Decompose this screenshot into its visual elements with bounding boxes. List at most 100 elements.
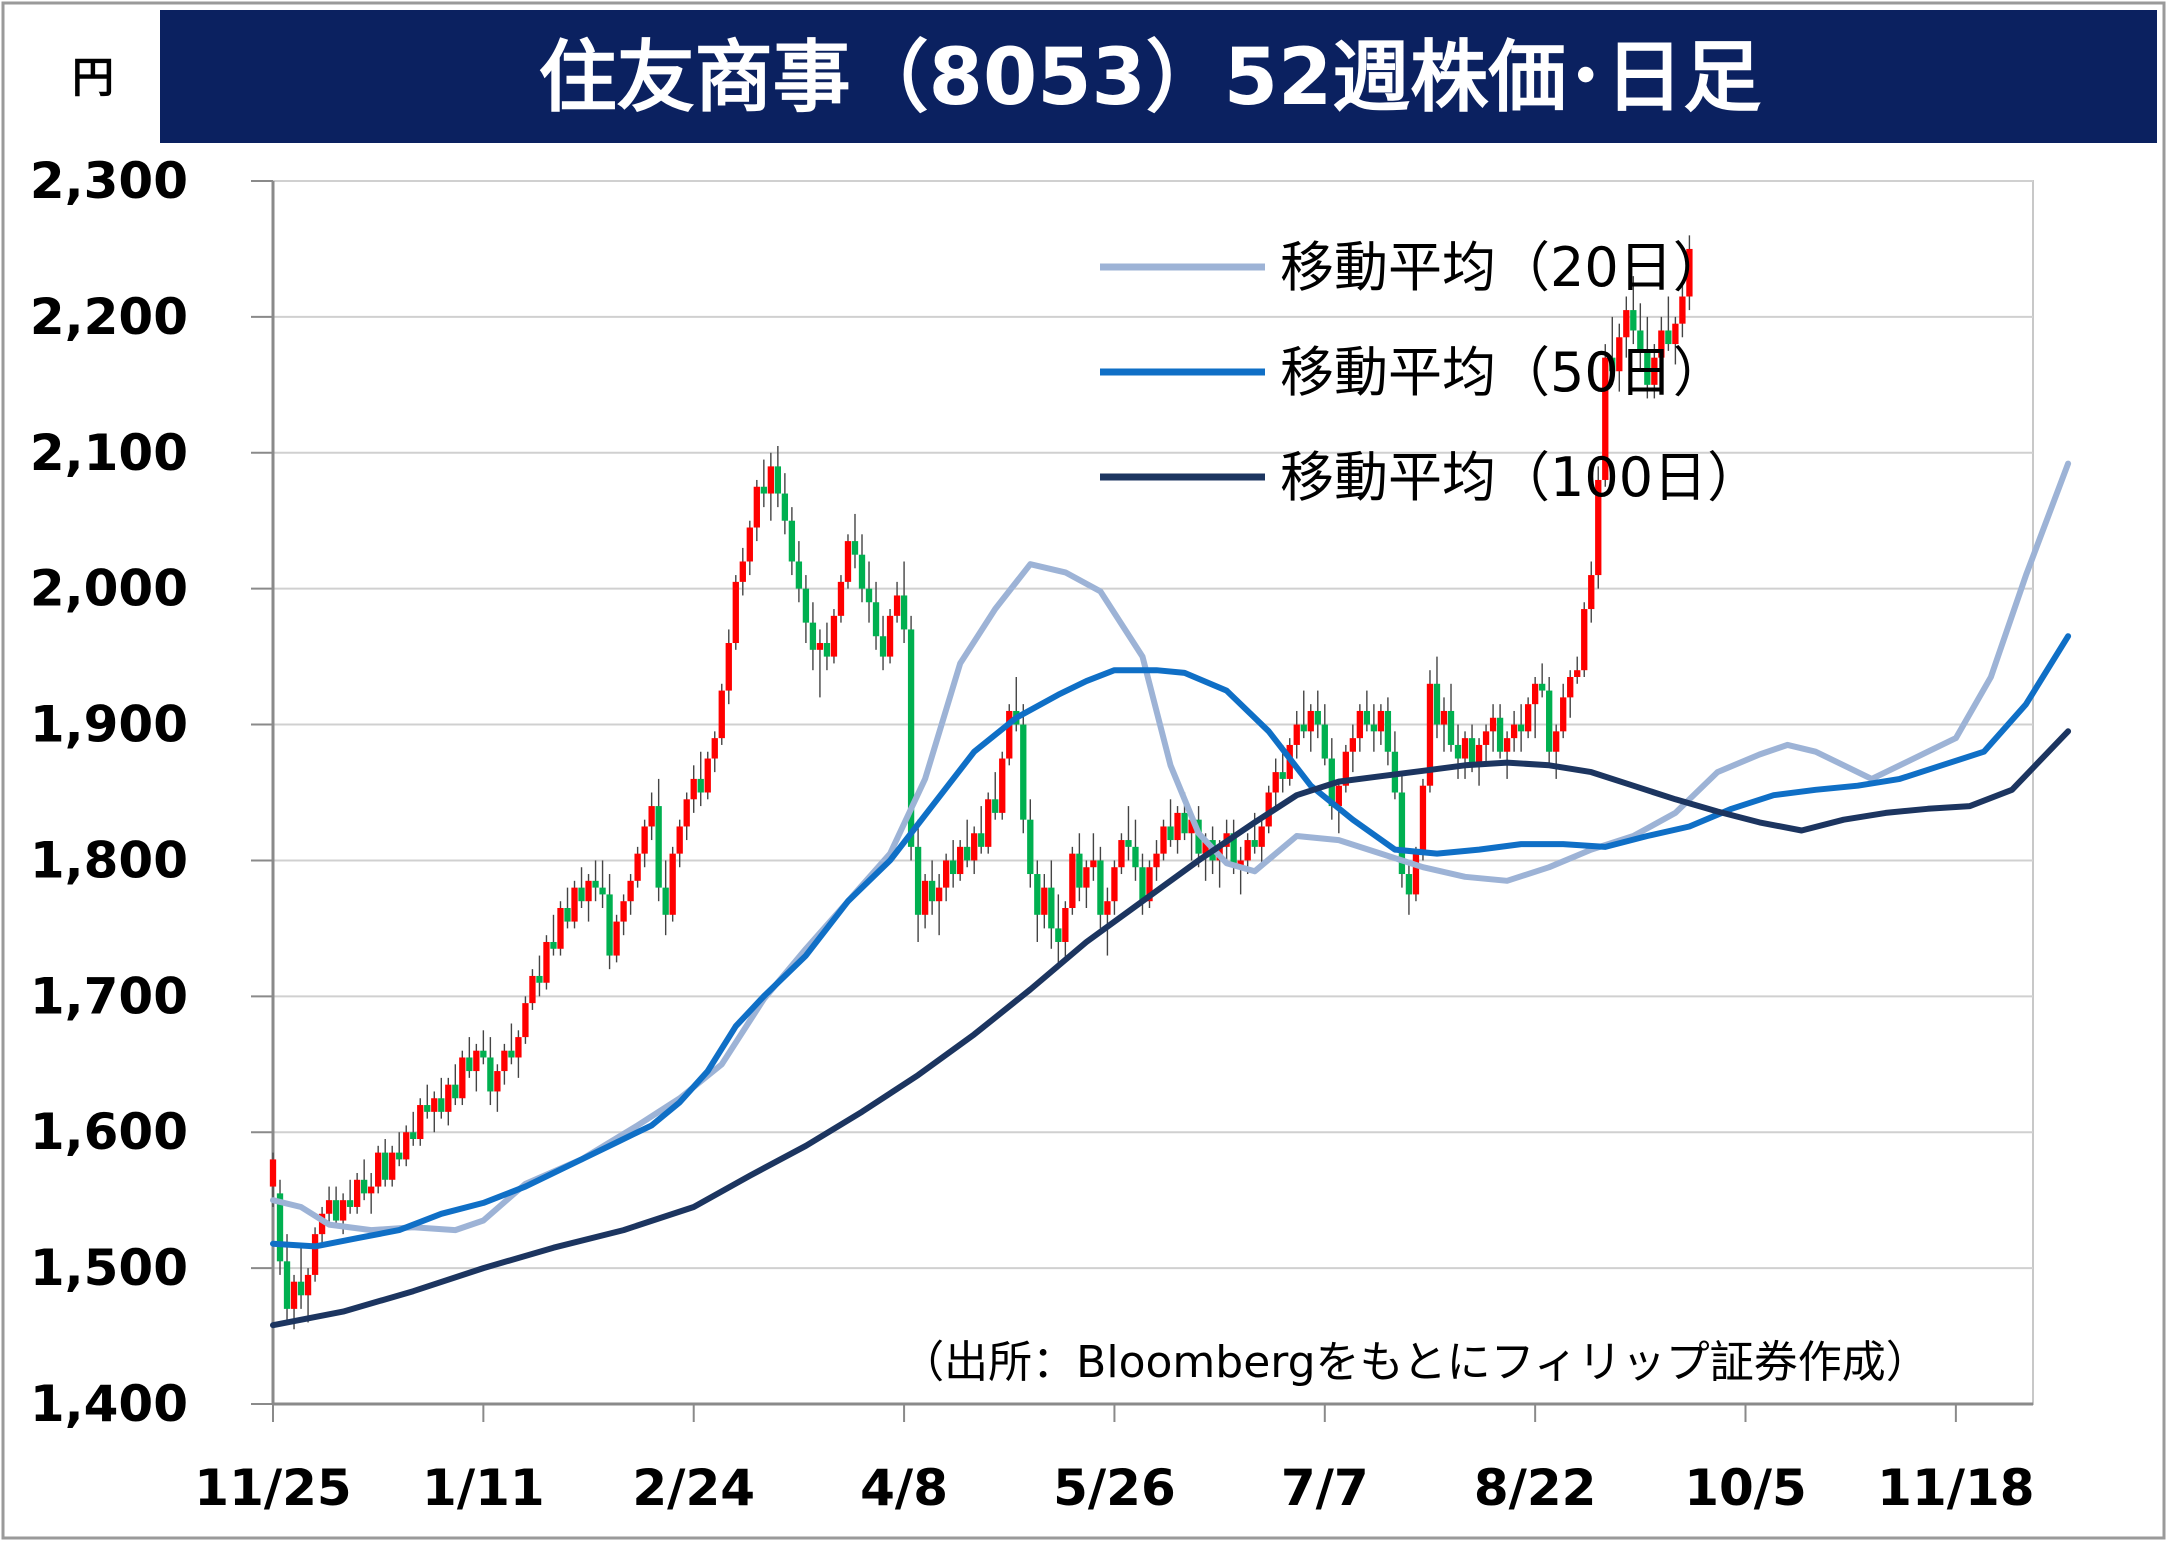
candle: [1496, 704, 1504, 759]
candle-body-up: [886, 615, 894, 657]
candle-body-down: [1020, 724, 1027, 820]
candle: [690, 765, 697, 813]
candle-body-up: [1377, 710, 1385, 732]
candle: [318, 1206, 326, 1248]
candle-body-up: [1062, 908, 1069, 942]
candle-body-down: [978, 833, 985, 847]
candle: [767, 452, 775, 521]
candle-body-down: [480, 1050, 487, 1058]
candle: [304, 1268, 312, 1323]
candle: [529, 969, 536, 1010]
candle: [957, 840, 964, 881]
candle: [823, 622, 831, 671]
candle: [1097, 846, 1104, 929]
candle: [1581, 602, 1588, 677]
candle: [361, 1159, 368, 1201]
candle-body-up: [1679, 296, 1686, 324]
candle: [1560, 683, 1567, 739]
candle: [1132, 819, 1139, 881]
candle: [1174, 806, 1181, 854]
candle: [1125, 806, 1132, 861]
candle: [1153, 840, 1160, 881]
y-tick-label: 1,800: [30, 831, 188, 889]
candle-body-up: [739, 561, 746, 582]
candle: [992, 772, 999, 820]
unit-label: 円: [72, 53, 114, 102]
grid-lines: [273, 180, 2033, 1270]
candle: [1111, 860, 1118, 915]
candle-body-up: [339, 1200, 347, 1221]
candle-body-up: [816, 643, 824, 650]
candle-body-down: [550, 941, 557, 949]
candle-body-down: [1363, 710, 1371, 725]
candle-body-up: [957, 846, 964, 875]
candle-body-up: [1258, 826, 1265, 847]
candle: [1602, 344, 1609, 487]
candle-body-down: [438, 1098, 445, 1112]
candle-body-down: [865, 588, 873, 603]
candle: [1104, 887, 1111, 956]
candle: [1342, 744, 1349, 793]
candle: [620, 894, 627, 936]
candle-body-up: [445, 1084, 452, 1112]
candle: [480, 1030, 487, 1065]
ma-line-2: [270, 728, 2072, 1329]
candle-body-up: [1244, 840, 1251, 861]
candle-body-down: [1132, 846, 1139, 868]
candle-body-up: [311, 1234, 319, 1275]
candle: [1146, 860, 1153, 909]
candle: [346, 1179, 354, 1214]
candle-body-up: [269, 1159, 277, 1187]
candle-body-down: [1027, 819, 1034, 875]
y-tick-label: 1,600: [30, 1103, 188, 1161]
candle: [1686, 235, 1693, 311]
candle-body-down: [1517, 724, 1525, 732]
candle-body-up: [1524, 704, 1532, 732]
candle: [1090, 833, 1097, 881]
x-tick-label: 10/5: [1684, 1459, 1807, 1517]
candle-body-up: [1090, 860, 1097, 868]
candle-body-down: [858, 554, 866, 589]
candle: [1370, 704, 1378, 752]
candle-body-up: [1041, 887, 1048, 915]
candle: [557, 901, 564, 956]
candle-body-up: [1188, 819, 1195, 834]
candle: [872, 581, 880, 650]
candle-body-down: [964, 846, 971, 861]
candle: [964, 819, 971, 868]
candle-body-up: [1426, 683, 1434, 786]
candle-body-up: [641, 826, 648, 854]
plot-area: [272, 180, 2034, 1405]
candle: [564, 887, 571, 929]
candle-body-down: [297, 1281, 305, 1296]
candle: [900, 561, 908, 644]
candle-body-up: [1602, 357, 1609, 480]
candle-body-down: [599, 887, 606, 895]
candle: [311, 1227, 319, 1282]
candle: [1489, 704, 1497, 752]
candle-body-down: [1321, 724, 1328, 759]
candle-body-up: [999, 758, 1006, 813]
candle-body-up: [746, 527, 753, 562]
candle: [802, 575, 810, 644]
candle: [1272, 758, 1279, 807]
candle-body-up: [1412, 853, 1420, 895]
candle-body-down: [1637, 330, 1644, 351]
candle: [1531, 676, 1539, 739]
legend-item: 移動平均（20日）: [1100, 236, 1727, 299]
candle-body-down: [914, 846, 922, 915]
candle: [417, 1098, 424, 1146]
ma-line-1: [270, 633, 2072, 1250]
candle: [543, 935, 550, 990]
candle: [445, 1077, 452, 1126]
candle: [1482, 724, 1490, 766]
candle: [760, 459, 767, 508]
candle: [403, 1125, 410, 1167]
candle: [1321, 704, 1328, 766]
candle-body-down: [1398, 792, 1406, 875]
candle: [1062, 901, 1069, 963]
candle: [697, 751, 704, 807]
candle: [501, 1043, 508, 1085]
candle: [487, 1037, 494, 1106]
